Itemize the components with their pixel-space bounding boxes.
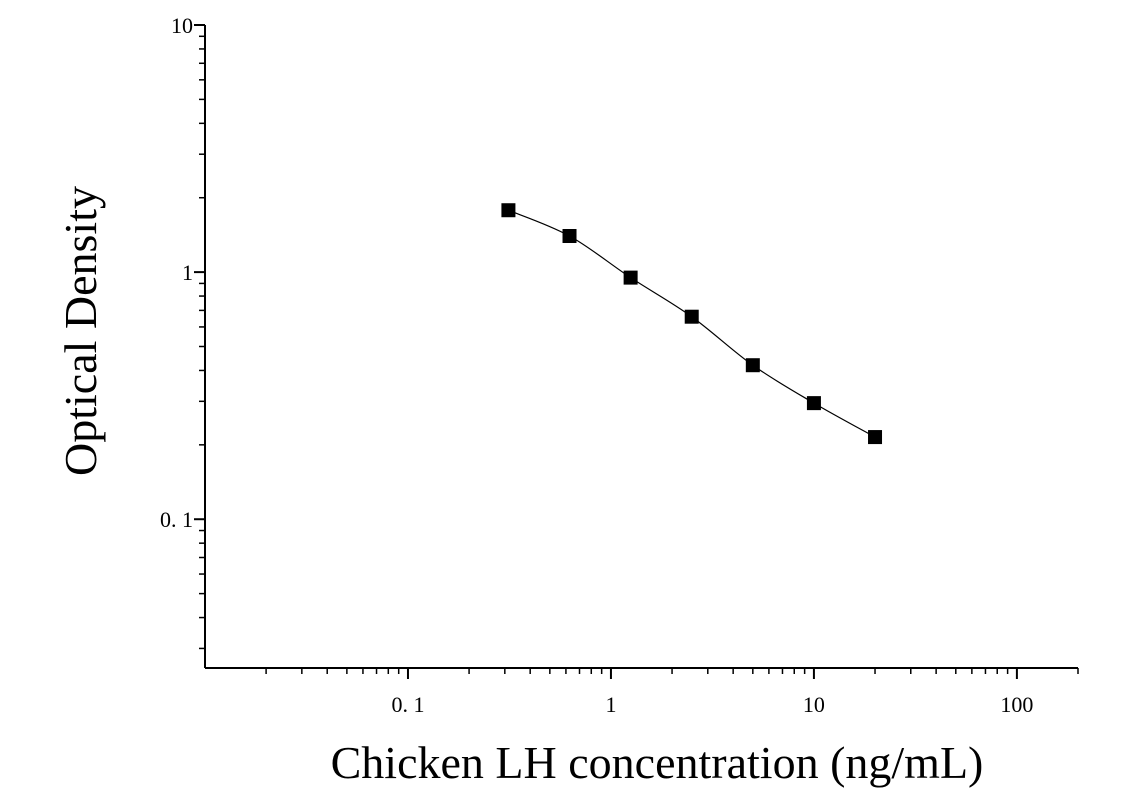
x-tick-label: 0. 1: [391, 692, 424, 717]
x-axis-title: Chicken LH concentration (ng/mL): [331, 737, 984, 788]
x-tick-labels: 0. 1 1 10 100: [391, 692, 1033, 717]
y-axis-title: Optical Density: [55, 186, 106, 476]
data-point: [623, 270, 638, 285]
y-tick-label: 1: [182, 260, 193, 285]
x-tick-label: 100: [1000, 692, 1033, 717]
y-tick-label: 10: [171, 13, 193, 38]
data-point: [806, 396, 821, 411]
x-tick-label: 1: [605, 692, 616, 717]
data-point: [745, 358, 760, 373]
major-ticks: [194, 24, 1018, 679]
y-tick-label: 0. 1: [160, 507, 193, 532]
data-point: [868, 430, 883, 445]
data-points: [501, 203, 883, 445]
data-point: [684, 309, 699, 324]
data-point: [501, 203, 516, 218]
x-tick-label: 10: [803, 692, 825, 717]
y-tick-labels: 0. 1 1 10: [160, 13, 193, 532]
minor-ticks: [199, 35, 1079, 674]
data-point: [562, 229, 577, 244]
